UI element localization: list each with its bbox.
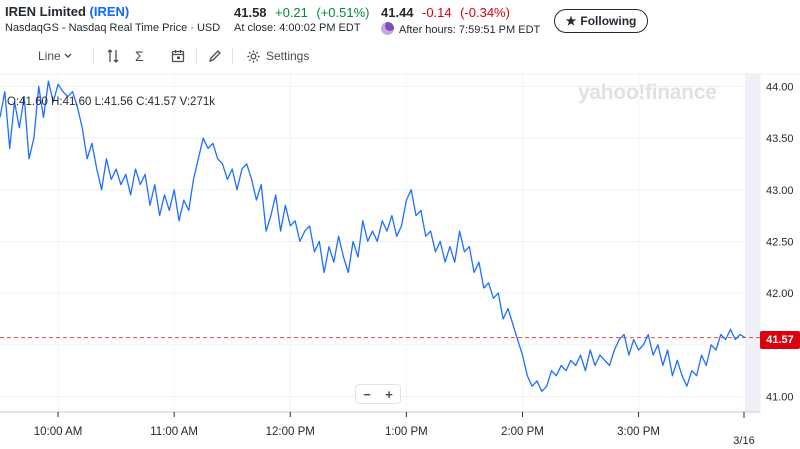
x-tick-label: 10:00 AM — [34, 426, 83, 438]
date-label: 3/16 — [733, 435, 754, 447]
gear-icon — [247, 49, 260, 63]
settings-button[interactable]: Settings — [246, 46, 309, 66]
close-change: +0.21 — [275, 5, 308, 20]
events-button[interactable] — [171, 46, 185, 66]
company-title: IREN Limited (IREN) — [5, 4, 129, 19]
close-percent: (+0.51%) — [316, 5, 370, 20]
compare-icon — [107, 49, 119, 63]
after-hours-band — [745, 74, 760, 412]
price-line — [0, 80, 746, 392]
after-hours-label: After hours: 7:59:51 PM EDT — [399, 24, 541, 36]
toolbar-divider — [196, 48, 197, 64]
y-tick-label: 44.00 — [766, 81, 794, 93]
zoom-out-button[interactable]: − — [363, 386, 371, 402]
ticker-link[interactable]: (IREN) — [89, 4, 130, 19]
zoom-in-button[interactable]: + — [385, 386, 393, 402]
quote-header: IREN Limited (IREN) NasdaqGS - Nasdaq Re… — [0, 0, 800, 40]
y-tick-label: 41.00 — [766, 391, 794, 403]
x-tick-label: 2:00 PM — [501, 426, 544, 438]
close-quote: 41.58 +0.21 (+0.51%) — [234, 4, 369, 22]
chart-toolbar: Line Σ Settings — [0, 42, 800, 70]
draw-button[interactable] — [208, 46, 222, 66]
y-tick-label: 43.50 — [766, 133, 794, 145]
y-tick-label: 43.00 — [766, 185, 794, 197]
chart-type-label: Line — [38, 49, 61, 63]
settings-label: Settings — [266, 49, 310, 63]
sigma-icon: Σ — [135, 48, 144, 64]
toolbar-divider — [93, 48, 94, 64]
exchange-info: NasdaqGS - Nasdaq Real Time Price · USD — [5, 22, 221, 34]
y-tick-label: 42.00 — [766, 288, 794, 300]
x-tick-label: 3:00 PM — [617, 426, 660, 438]
close-time: At close: 4:00:02 PM EDT — [234, 22, 361, 34]
calendar-icon — [171, 50, 185, 63]
indicators-button[interactable]: Σ — [135, 46, 144, 66]
toolbar-divider — [232, 48, 233, 64]
current-price-badge: 41.57 — [760, 331, 800, 349]
ohlc-readout: O:41.60 H:41.60 L:41.56 C:41.57 V:271k — [7, 96, 215, 108]
zoom-control: − + — [355, 384, 401, 404]
x-tick-label: 12:00 PM — [266, 426, 315, 438]
following-button[interactable]: ★ Following — [554, 9, 648, 33]
after-hours-price: 41.44 — [381, 5, 414, 20]
pencil-icon — [208, 50, 221, 63]
after-hours-time: After hours: 7:59:51 PM EDT — [381, 22, 540, 36]
company-name: IREN Limited — [5, 4, 86, 19]
after-hours-quote: 41.44 -0.14 (-0.34%) — [381, 4, 510, 22]
yahoo-finance-watermark: yahoo!finance — [578, 81, 717, 104]
star-icon: ★ — [565, 14, 577, 28]
compare-button[interactable] — [106, 46, 120, 66]
moon-icon — [381, 22, 394, 35]
after-hours-change: -0.14 — [422, 5, 452, 20]
chevron-down-icon — [64, 53, 72, 58]
chart-type-dropdown[interactable]: Line — [38, 46, 75, 66]
y-tick-label: 42.50 — [766, 236, 794, 248]
following-label: Following — [580, 14, 637, 28]
after-hours-percent: (-0.34%) — [460, 5, 510, 20]
x-tick-label: 11:00 AM — [150, 426, 198, 438]
x-tick-label: 1:00 PM — [385, 426, 428, 438]
close-price: 41.58 — [234, 5, 267, 20]
